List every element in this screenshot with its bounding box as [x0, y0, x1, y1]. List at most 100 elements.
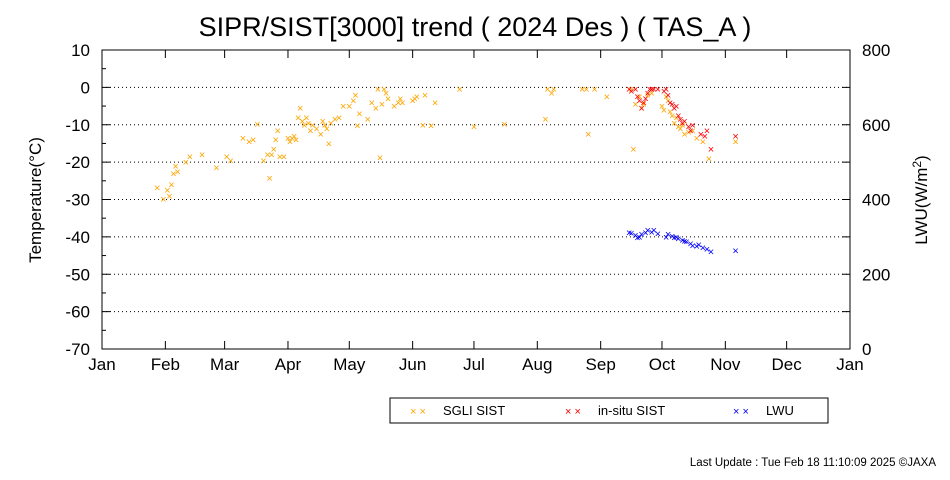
legend: × × SGLI SIST × × in-situ SIST × × LWU [389, 397, 829, 424]
data-point: × [375, 84, 381, 96]
data-point: × [651, 84, 657, 96]
data-point: × [649, 227, 655, 239]
y2-axis-title: LWU(W/m2) [910, 155, 931, 244]
data-point: × [260, 155, 266, 167]
data-point: × [174, 166, 180, 178]
y-tick-label: -30 [65, 191, 90, 210]
data-point: × [698, 129, 704, 141]
legend-symbol: × × [565, 406, 581, 418]
data-point: × [694, 241, 700, 253]
data-point: × [254, 119, 260, 131]
data-point: × [683, 237, 689, 249]
x-tick-label: Sep [586, 355, 616, 374]
x-tick-label: Oct [649, 355, 676, 374]
y-tick-label: -20 [65, 153, 90, 172]
data-point: × [649, 84, 655, 96]
data-point: × [704, 244, 710, 256]
data-point: × [272, 135, 278, 147]
data-point: × [649, 88, 655, 100]
data-point: × [638, 103, 644, 115]
x-tick-label: Dec [772, 355, 803, 374]
data-point: × [172, 161, 178, 173]
data-point: × [542, 114, 548, 126]
data-point: × [732, 131, 738, 143]
data-point: × [199, 150, 205, 162]
data-point: × [591, 84, 597, 96]
data-point: × [317, 129, 323, 141]
data-point: × [655, 84, 661, 96]
data-point: × [391, 101, 397, 113]
data-point: × [501, 119, 507, 131]
y2-tick-label: 400 [862, 191, 890, 210]
data-point: × [289, 133, 295, 145]
data-point: × [420, 120, 426, 132]
gridlines [102, 86, 850, 313]
data-point: × [395, 97, 401, 109]
data-point: × [626, 227, 632, 239]
y-tick-label: -50 [65, 265, 90, 284]
data-point: × [665, 229, 671, 241]
data-point: × [700, 243, 706, 255]
data-point: × [299, 116, 305, 128]
data-point: × [663, 232, 669, 244]
data-point: × [277, 152, 283, 164]
data-point: × [638, 103, 644, 115]
x-tick-label: Feb [151, 355, 180, 374]
data-point: × [708, 144, 714, 156]
chart-title: SIPR/SIST[3000] trend ( 2024 Des ) ( TAS… [199, 12, 752, 42]
data-point: × [634, 92, 640, 104]
data-point: × [673, 101, 679, 113]
data-point: × [350, 95, 356, 107]
data-point: × [669, 231, 675, 243]
data-point: × [685, 122, 691, 134]
data-point: × [307, 125, 313, 137]
data-point: × [667, 97, 673, 109]
data-point: × [328, 118, 334, 130]
data-point: × [669, 99, 675, 111]
data-point: × [409, 95, 415, 107]
y-tick-label: -10 [65, 116, 90, 135]
data-point: × [422, 90, 428, 102]
series-1: ××××××××××××× ××××××××××××××××××× [626, 84, 739, 156]
data-point: × [651, 225, 657, 237]
data-point: × [160, 194, 166, 206]
data-point: × [732, 245, 738, 257]
legend-symbol: × × [733, 406, 749, 418]
data-point: × [411, 94, 417, 106]
data-point: × [632, 99, 638, 111]
data-point: × [636, 92, 642, 104]
x-tick-label: Jun [399, 355, 426, 374]
data-point: × [320, 116, 326, 128]
data-point: × [544, 84, 550, 96]
data-point: × [644, 225, 650, 237]
data-point: × [240, 133, 246, 145]
data-point: × [628, 84, 634, 96]
data-point: × [675, 110, 681, 122]
data-point: × [309, 120, 315, 132]
x-tick-label: Jul [463, 355, 485, 374]
data-point: × [397, 94, 403, 106]
data-point: × [250, 135, 256, 147]
data-point: × [336, 112, 342, 124]
data-point: × [295, 112, 301, 124]
data-point: × [642, 94, 648, 106]
data-point: × [659, 101, 665, 113]
data-point: × [679, 235, 685, 247]
y2-axis-title-sup: 2 [910, 161, 924, 168]
data-point: × [687, 125, 693, 137]
data-point: × [168, 180, 174, 192]
data-point: × [644, 90, 650, 102]
data-point: × [604, 92, 610, 104]
data-point: × [291, 131, 297, 143]
data-point: × [685, 127, 691, 139]
data-point: × [313, 123, 319, 135]
y2-tick-label: 0 [862, 340, 871, 359]
data-point: × [671, 233, 677, 245]
data-point: × [293, 135, 299, 147]
y-tick-label: 10 [71, 41, 90, 60]
data-point: × [644, 88, 650, 100]
data-point: × [634, 233, 640, 245]
x-tick-label: Jan [836, 355, 863, 374]
data-point: × [630, 144, 636, 156]
data-point: × [706, 153, 712, 165]
